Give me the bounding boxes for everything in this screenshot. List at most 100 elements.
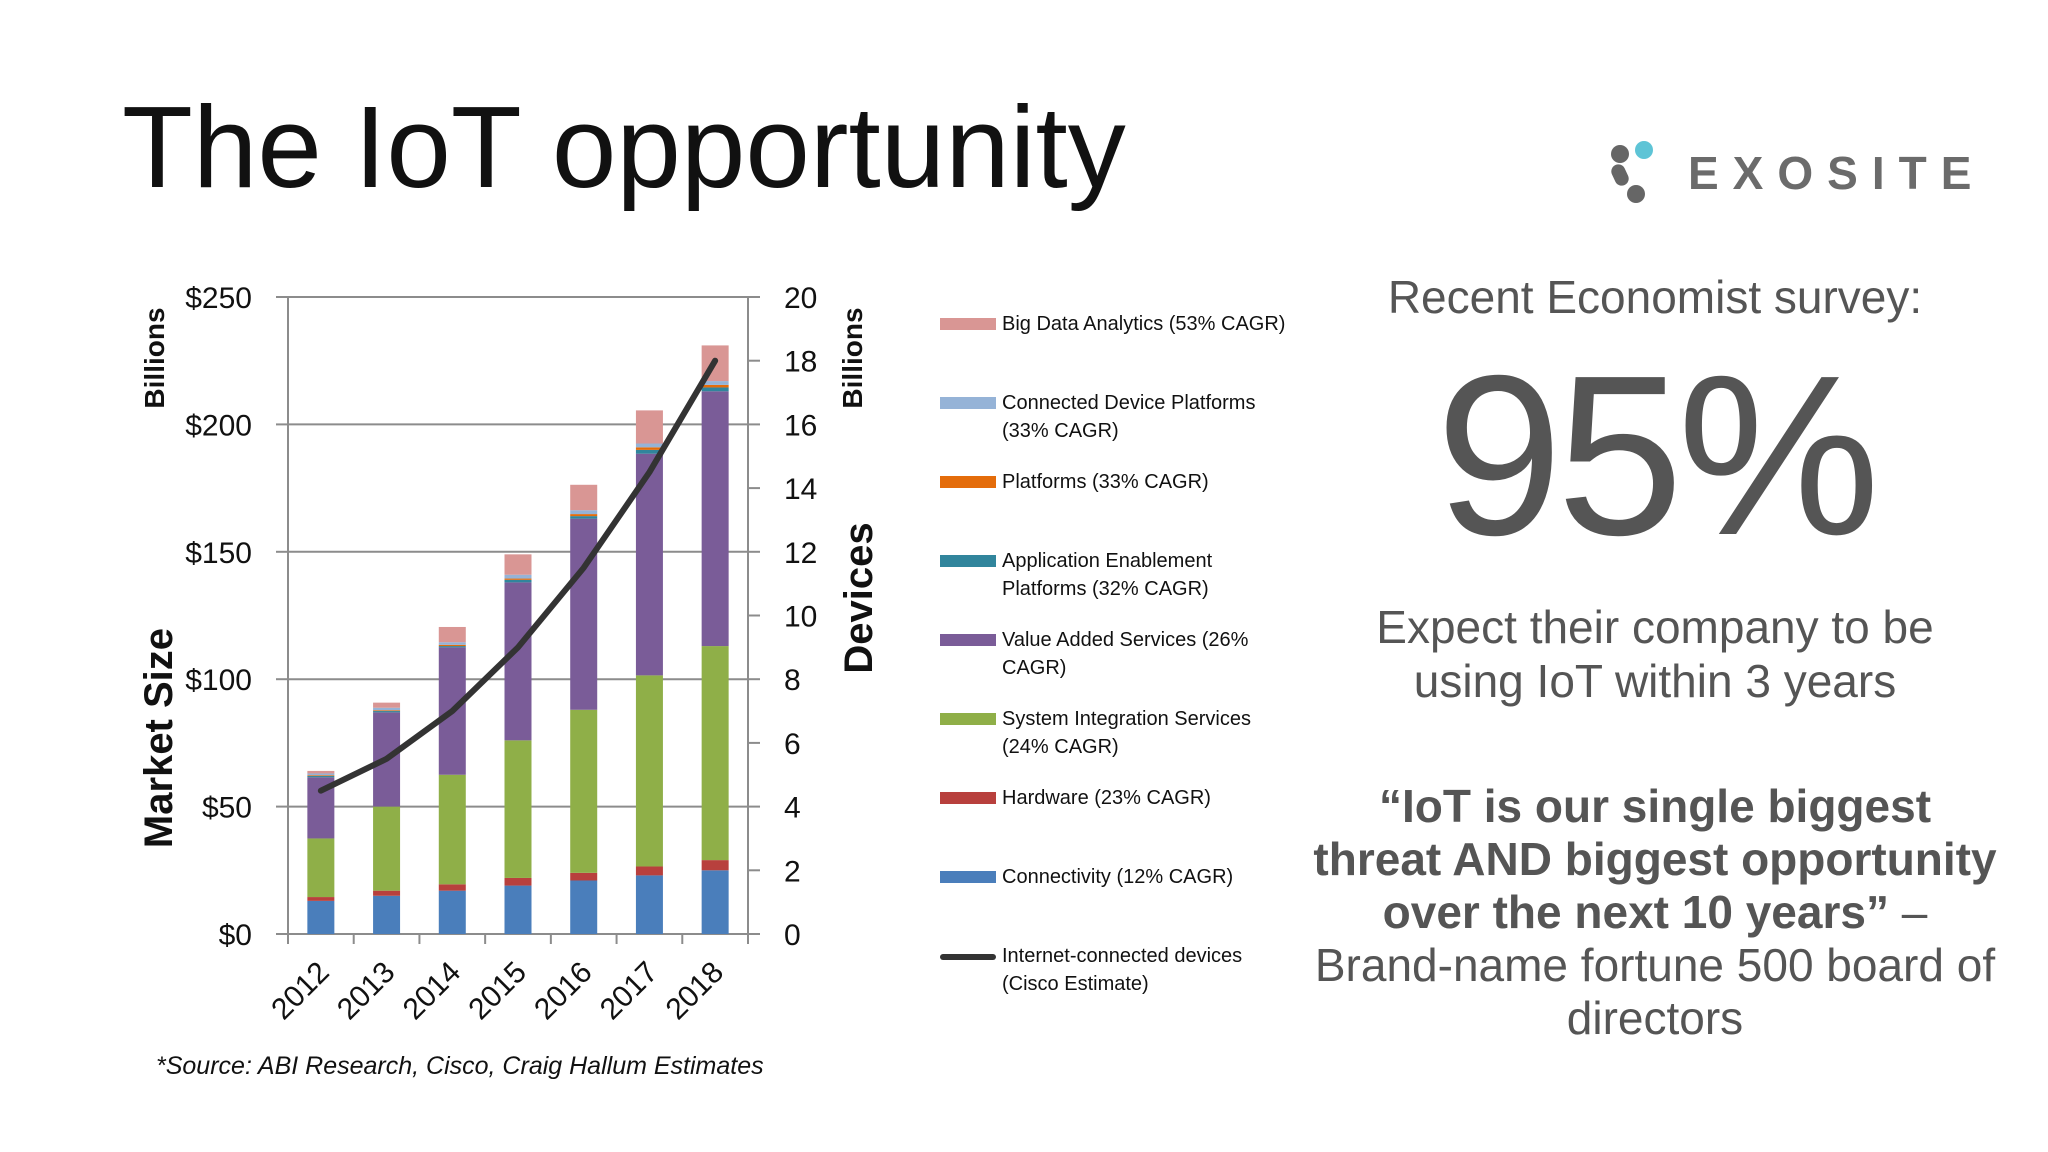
bar-segment (373, 710, 401, 712)
iot-market-chart: $0 $50 $100 $150 $200 $250 0 2 4 6 8 10 12 14 16 18 20 20… (137, 282, 881, 1027)
bar-segment (635, 443, 663, 448)
bar-segment (570, 709, 598, 873)
y-axis-unit: Billions (139, 307, 170, 408)
legend-swatch (940, 954, 996, 960)
bar-segment (570, 872, 598, 881)
y2-tick-label: 2 (784, 855, 801, 888)
bar-segment (307, 838, 335, 898)
y2-tick-label: 20 (784, 282, 817, 315)
legend-swatch (940, 476, 996, 488)
legend-swatch (940, 792, 996, 804)
board-quote: “IoT is our single biggest threat AND bi… (1310, 780, 2000, 1045)
bar-segment (373, 895, 401, 934)
y-tick-label: $50 (202, 792, 252, 825)
y2-tick-label: 12 (784, 537, 817, 570)
bar-segment (307, 897, 335, 901)
y2-axis-title: Devices (837, 522, 881, 673)
y2-axis-unit: Billions (837, 307, 868, 408)
exosite-logo-text: EXOSITE (1688, 147, 1986, 199)
bar-segment (504, 579, 532, 583)
legend-item: System Integration Services (24% CAGR) (940, 705, 1300, 769)
bar-segment (701, 391, 729, 647)
bar-segment (635, 453, 663, 676)
x-tick-label: 2017 (594, 956, 665, 1027)
y2-tick-label: 10 (784, 601, 817, 634)
quote-attribution: – Brand-name fortune 500 board of direct… (1314, 886, 1996, 1044)
bar-segment (504, 582, 532, 741)
bar-segment (570, 518, 598, 710)
bar-segment (570, 514, 598, 517)
legend-swatch (940, 713, 996, 725)
y-tick-label: $150 (185, 537, 252, 570)
legend-label: Platforms (33% CAGR) (1002, 471, 1209, 493)
bar-segment (701, 381, 729, 385)
bar-segment (307, 773, 335, 776)
bar-segment (438, 774, 466, 885)
legend-item: Platforms (33% CAGR) (940, 468, 1300, 532)
y2-tick-label: 16 (784, 409, 817, 442)
y-tick-label: $100 (185, 664, 252, 697)
bar-segment (504, 578, 532, 580)
legend-item: Value Added Services (26% CAGR) (940, 626, 1300, 690)
y2-tick-label: 8 (784, 664, 801, 697)
bar-segment (701, 870, 729, 934)
legend-label: Connected Device Platforms (33% CAGR) (1002, 392, 1256, 442)
bar-segment (701, 384, 729, 388)
bar-segment (570, 880, 598, 934)
bar-segment (438, 642, 466, 645)
bar-segment (438, 626, 466, 643)
bar-segment (438, 644, 466, 647)
bar-segment (373, 711, 401, 713)
expect-line-2: using IoT within 3 years (1413, 655, 1897, 707)
bar-segment (438, 890, 466, 934)
legend-item: Connected Device Platforms (33% CAGR) (940, 389, 1300, 453)
bar-segment (307, 900, 335, 934)
bar-segment (307, 775, 335, 777)
bar-segment (635, 866, 663, 876)
bar-segment (504, 740, 532, 878)
y2-tick-label: 18 (784, 346, 817, 379)
bar-segment (701, 860, 729, 871)
y-tick-label: $200 (185, 409, 252, 442)
legend-label: Value Added Services (26% CAGR) (1002, 629, 1249, 679)
bar-segment (635, 675, 663, 867)
bar-segment (701, 646, 729, 861)
exosite-logo-mark-icon (1611, 141, 1653, 203)
bar-segment (635, 410, 663, 444)
legend-item: Connectivity (12% CAGR) (940, 863, 1300, 927)
bar-segment (635, 875, 663, 934)
x-tick-label: 2016 (528, 956, 599, 1027)
legend-label: Application Enablement Platforms (32% CA… (1002, 550, 1213, 600)
legend-swatch (940, 318, 996, 330)
bar-segment (635, 447, 663, 450)
legend-swatch (940, 555, 996, 567)
legend-item: Hardware (23% CAGR) (940, 784, 1300, 848)
bar-segment (438, 884, 466, 891)
legend-swatch (940, 634, 996, 646)
x-tick-label: 2014 (397, 956, 468, 1027)
devices-line (317, 357, 719, 794)
bar-segment (307, 776, 335, 778)
legend-label: Internet-connected devices (Cisco Estima… (1002, 945, 1243, 995)
legend-label: System Integration Services (24% CAGR) (1002, 708, 1251, 758)
bar-segment (373, 806, 401, 891)
legend-label: Hardware (23% CAGR) (1002, 787, 1211, 809)
bar-segment (635, 449, 663, 454)
y-axis-title: Market Size (137, 628, 181, 848)
legend-swatch (940, 397, 996, 409)
quote-bold-text: “IoT is our single biggest threat AND bi… (1313, 780, 1997, 938)
bar-segment (373, 890, 401, 896)
legend-item: Application Enablement Platforms (32% CA… (940, 547, 1300, 611)
x-tick-label: 2012 (265, 956, 336, 1027)
bar-segment (570, 516, 598, 519)
x-tick-label: 2013 (331, 956, 402, 1027)
y2-tick-label: 14 (784, 473, 817, 506)
bar-segment (373, 702, 401, 708)
bar-segment (373, 707, 401, 711)
bar-segment (504, 554, 532, 575)
legend-label: Big Data Analytics (53% CAGR) (1002, 313, 1286, 335)
bar-segment (701, 387, 729, 392)
legend-label: Connectivity (12% CAGR) (1002, 866, 1234, 888)
bar-segment (438, 646, 466, 648)
y2-tick-label: 6 (784, 728, 801, 761)
